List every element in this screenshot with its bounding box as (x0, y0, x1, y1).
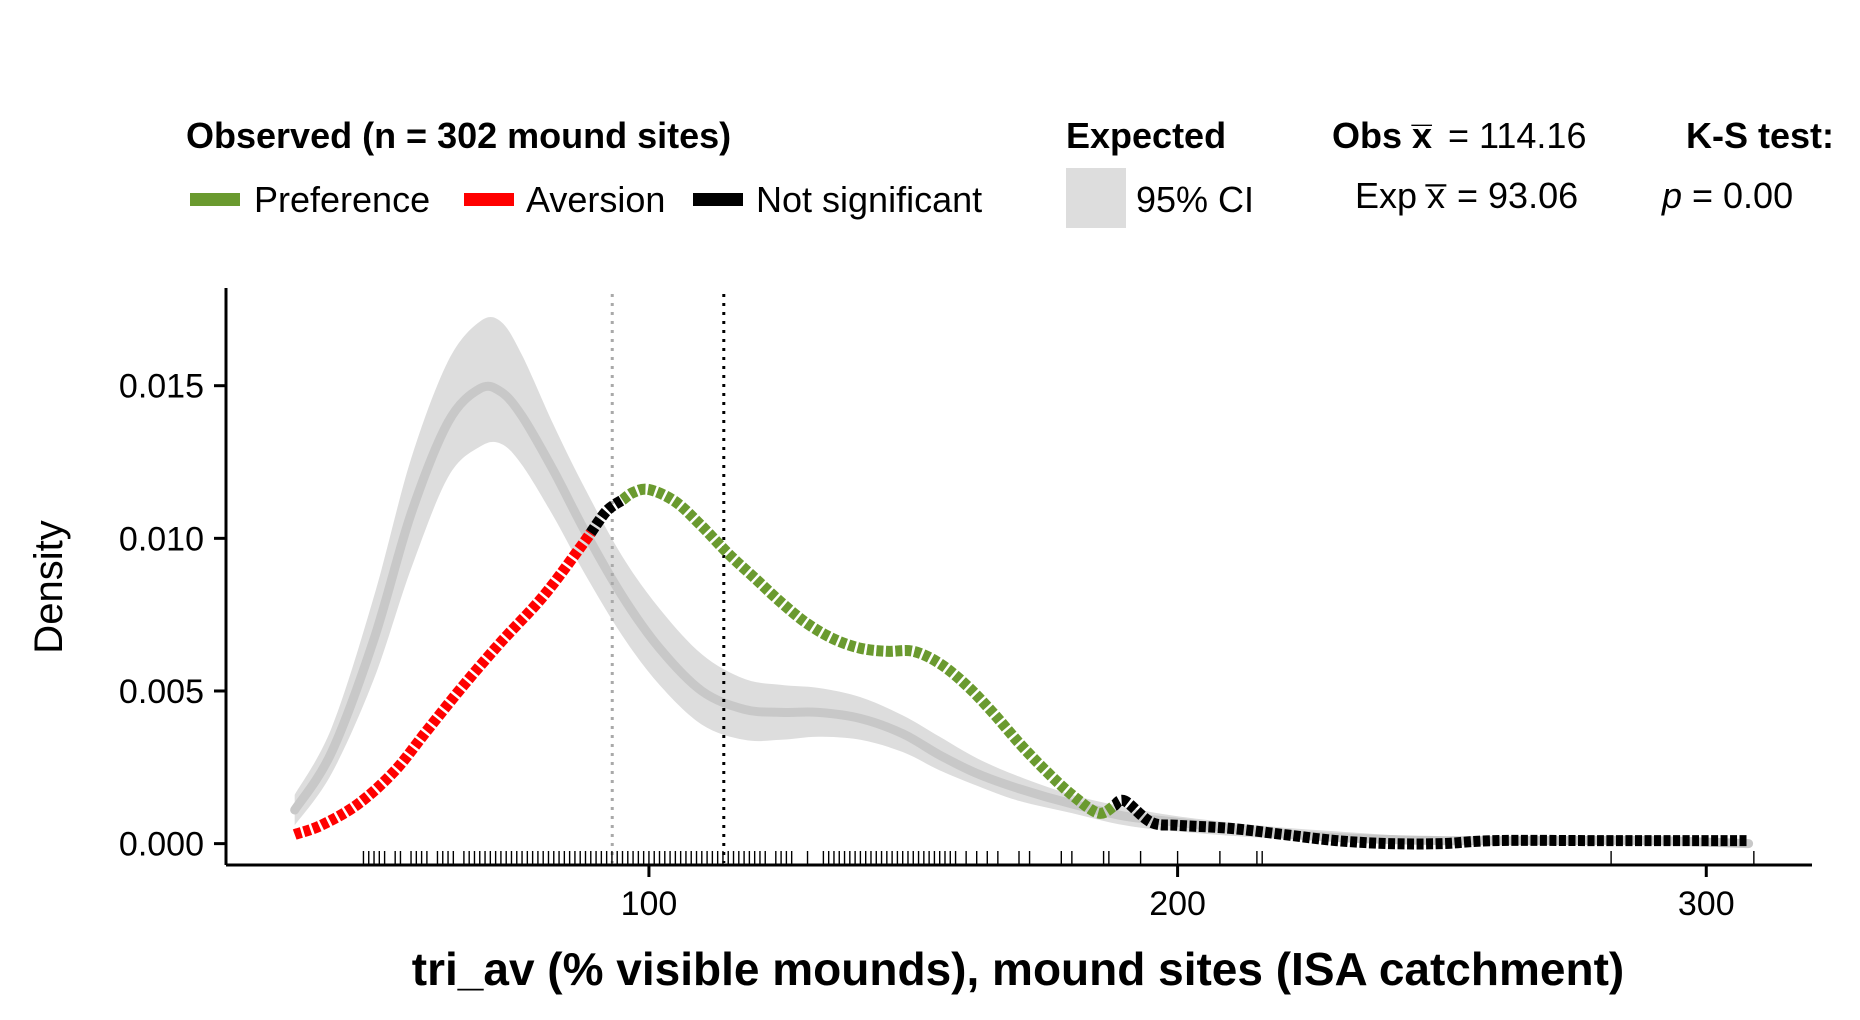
x-tick-label: 100 (621, 885, 678, 923)
expected-ci-layer (294, 317, 1749, 844)
ks-test-title: K-S test: (1686, 115, 1834, 156)
exp-mean-value: = 93.06 (1457, 175, 1578, 216)
legend-aversion-key (464, 193, 514, 206)
x-tick-label: 200 (1149, 885, 1206, 923)
y-tick-label: 0.015 (119, 368, 204, 406)
legend-aversion-label: Aversion (526, 179, 665, 220)
legend: Observed (n = 302 mound sites) Preferenc… (186, 115, 1834, 228)
obs-mean-label: Obs x̅ (1332, 115, 1433, 156)
legend-expected-title: Expected (1066, 115, 1226, 156)
expected-line-layer (290, 381, 1754, 849)
observed-line-layer (292, 483, 1749, 850)
legend-preference-label: Preference (254, 179, 430, 220)
y-tick-label: 0.010 (119, 520, 204, 558)
expected-ci-band (294, 317, 1749, 844)
legend-preference-key (190, 193, 240, 206)
legend-ci-label: 95% CI (1136, 179, 1254, 220)
x-tick-label: 300 (1678, 885, 1735, 923)
legend-ci-key (1066, 168, 1126, 228)
obs-mean-value: = 114.16 (1448, 115, 1586, 156)
legend-notsig-key (693, 193, 743, 206)
ks-p-label: p (1661, 175, 1682, 216)
y-tick-label: 0.000 (119, 826, 204, 864)
observed-segment-preference-2 (619, 483, 1118, 819)
plot-area: 0.000 0.005 0.010 0.015 100 200 300 (119, 288, 1812, 923)
observed-segment-aversion-0 (292, 529, 596, 840)
y-axis-label: Density (27, 520, 71, 653)
expected-density-line (290, 381, 1754, 849)
observed-segment-notsig-1 (586, 495, 626, 537)
legend-notsig-label: Not significant (756, 179, 982, 220)
exp-mean-label: Exp x̅ (1355, 175, 1447, 216)
ks-p-value: = 0.00 (1692, 175, 1793, 216)
x-axis-label: tri_av (% visible mounds), mound sites (… (412, 943, 1624, 995)
axes: 0.000 0.005 0.010 0.015 100 200 300 (119, 288, 1812, 923)
y-tick-label: 0.005 (119, 673, 204, 711)
observed-segment-notsig-3 (1110, 794, 1749, 850)
rug-layer (362, 851, 1755, 865)
legend-observed-title: Observed (n = 302 mound sites) (186, 115, 731, 156)
